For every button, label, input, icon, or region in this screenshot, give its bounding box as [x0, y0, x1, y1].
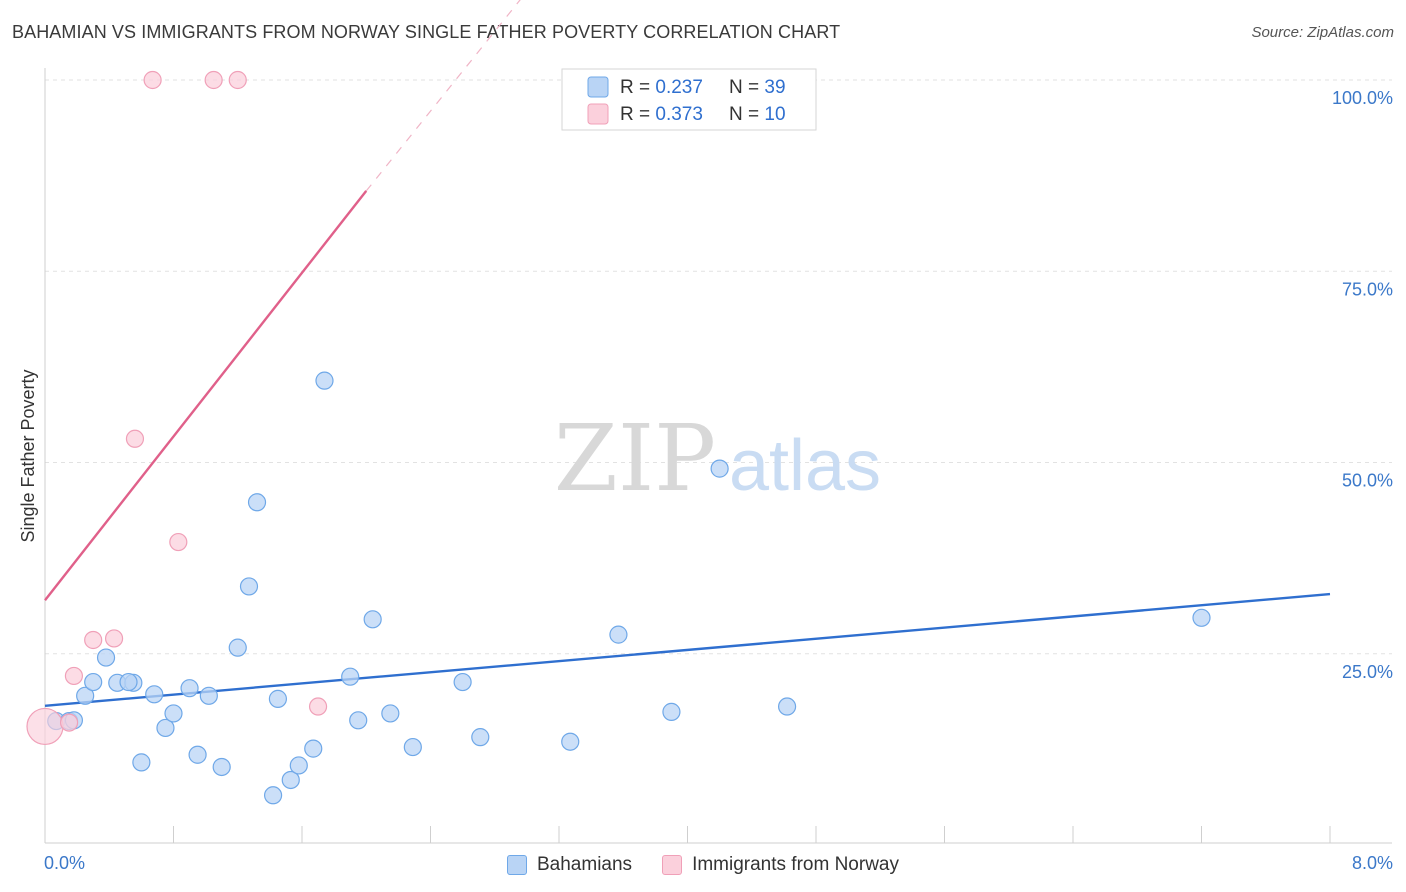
legend-r-label-2: R = [620, 104, 650, 125]
y-tick-label: 25.0% [1342, 662, 1393, 682]
point-norway [308, 697, 328, 716]
point-bahamians [609, 625, 628, 644]
trend-line-extension-1 [365, 0, 521, 192]
point-bahamians [145, 685, 164, 704]
svg-text:N = 39: N = 39 [729, 77, 786, 98]
legend-n-label-2: N = [729, 104, 759, 125]
point-norway [104, 629, 124, 648]
legend-r-value-2: 0.373 [655, 104, 703, 125]
legend-n-label-1: N = [729, 77, 759, 98]
point-bahamians [96, 648, 116, 667]
legend-n-value-2: 10 [764, 104, 785, 125]
point-bahamians [281, 770, 300, 790]
y-tick-label: 100.0% [1332, 88, 1393, 108]
point-bahamians [349, 711, 368, 730]
svg-text:N = 10: N = 10 [729, 104, 786, 125]
point-bahamians [268, 689, 288, 708]
point-bahamians [119, 672, 138, 692]
x-tick-label-end: 8.0% [1352, 853, 1393, 873]
point-norway [228, 70, 247, 90]
trend-lines [44, 0, 1331, 707]
y-axis-label: Single Father Poverty [18, 369, 38, 542]
chart-title: BAHAMIAN VS IMMIGRANTS FROM NORWAY SINGL… [12, 22, 841, 42]
trend-line-1 [44, 190, 368, 601]
bahamians-label: Bahamians [537, 854, 633, 875]
point-bahamians [199, 686, 218, 705]
point-bahamians [76, 686, 95, 705]
point-bahamians [471, 728, 490, 747]
point-norway [84, 630, 103, 650]
point-bahamians [228, 638, 247, 657]
point-bahamians [239, 577, 259, 596]
watermark-zip: ZIP [554, 405, 716, 512]
point-norway [143, 70, 162, 90]
scatter-points [26, 70, 1211, 805]
point-bahamians [662, 702, 681, 721]
point-bahamians [315, 371, 334, 390]
point-bahamians [777, 697, 797, 716]
axes [44, 68, 1392, 844]
legend-n-value-1: 39 [764, 77, 785, 98]
point-bahamians [84, 672, 103, 692]
point-bahamians [164, 704, 183, 723]
point-bahamians [263, 786, 283, 805]
point-bahamians [247, 493, 267, 512]
point-bahamians [403, 737, 422, 757]
y-tick-label: 50.0% [1342, 471, 1393, 491]
legend-item-bahamians: Bahamians [507, 854, 632, 876]
watermark-atlas: atlas [729, 426, 881, 506]
point-bahamians [289, 756, 308, 775]
point-bahamians [381, 704, 400, 723]
point-norway [125, 429, 145, 448]
point-norway [59, 713, 79, 732]
point-bahamians [132, 753, 151, 772]
legend-box: R = 0.237 N = 39 R = 0.373 N = 10 [561, 68, 817, 131]
norway-swatch [662, 855, 683, 875]
point-bahamians [156, 718, 175, 738]
legend-r-label-1: R = [620, 77, 650, 98]
point-bahamians [363, 610, 382, 629]
point-norway [204, 70, 223, 90]
legend-r-value-1: 0.237 [655, 77, 703, 98]
point-bahamians [212, 757, 231, 777]
point-bahamians [180, 679, 199, 698]
point-norway [169, 532, 188, 552]
point-bahamians [304, 739, 323, 758]
point-bahamians [710, 459, 729, 478]
norway-label: Immigrants from Norway [692, 854, 899, 875]
bottom-legend: Bahamians Immigrants from Norway [0, 851, 1406, 879]
trend-line-0 [44, 592, 1331, 707]
point-bahamians [188, 745, 207, 764]
source-label: Source: ZipAtlas.com [1251, 24, 1394, 41]
point-bahamians [341, 667, 360, 686]
x-tick-label-start: 0.0% [44, 853, 85, 873]
point-norway [26, 707, 64, 746]
point-bahamians [453, 672, 472, 692]
legend-swatch-bahamians [587, 76, 609, 98]
point-bahamians [561, 732, 580, 751]
gridlines [45, 79, 1392, 655]
tick-labels: 25.0% 50.0% 75.0% 100.0% 0.0% 8.0% [44, 88, 1393, 873]
point-bahamians [1192, 608, 1211, 627]
svg-text:R = 0.373: R = 0.373 [620, 104, 703, 125]
bahamians-swatch [507, 855, 527, 875]
legend-swatch-norway [587, 103, 609, 125]
point-norway [64, 666, 84, 686]
y-tick-label: 75.0% [1342, 279, 1393, 299]
svg-text:R = 0.237: R = 0.237 [620, 77, 703, 98]
legend-item-norway: Immigrants from Norway [662, 854, 899, 876]
